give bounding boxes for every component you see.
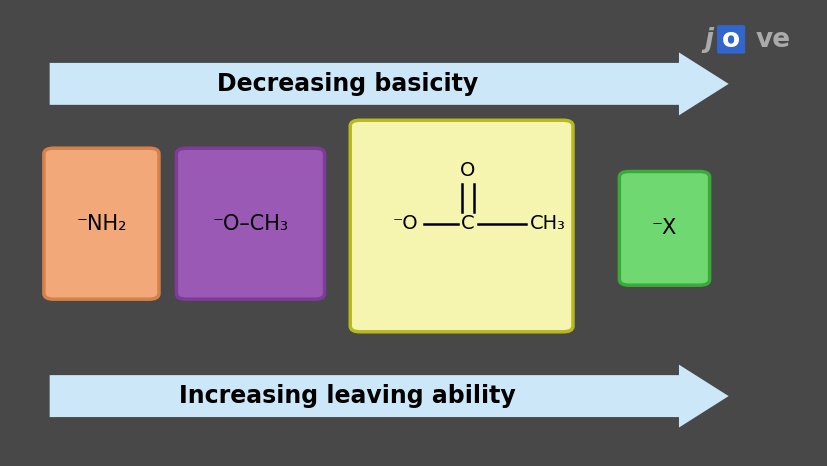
- Text: ⁻O–CH₃: ⁻O–CH₃: [213, 214, 289, 233]
- Text: Decreasing basicity: Decreasing basicity: [217, 72, 478, 96]
- Text: ve: ve: [754, 27, 789, 53]
- FancyBboxPatch shape: [176, 148, 324, 299]
- Text: j: j: [704, 27, 712, 53]
- Polygon shape: [50, 364, 728, 428]
- Text: CH₃: CH₃: [529, 214, 565, 233]
- Text: C: C: [461, 214, 474, 233]
- Text: Increasing leaving ability: Increasing leaving ability: [179, 384, 515, 408]
- FancyBboxPatch shape: [619, 171, 709, 285]
- Text: o: o: [721, 27, 739, 53]
- Text: ⁻O: ⁻O: [393, 214, 418, 233]
- FancyBboxPatch shape: [716, 25, 744, 54]
- Text: ⁻X: ⁻X: [651, 219, 676, 238]
- Text: O: O: [460, 161, 475, 179]
- Polygon shape: [50, 53, 728, 116]
- FancyBboxPatch shape: [44, 148, 159, 299]
- FancyBboxPatch shape: [350, 120, 572, 332]
- Text: ⁻NH₂: ⁻NH₂: [76, 214, 127, 233]
